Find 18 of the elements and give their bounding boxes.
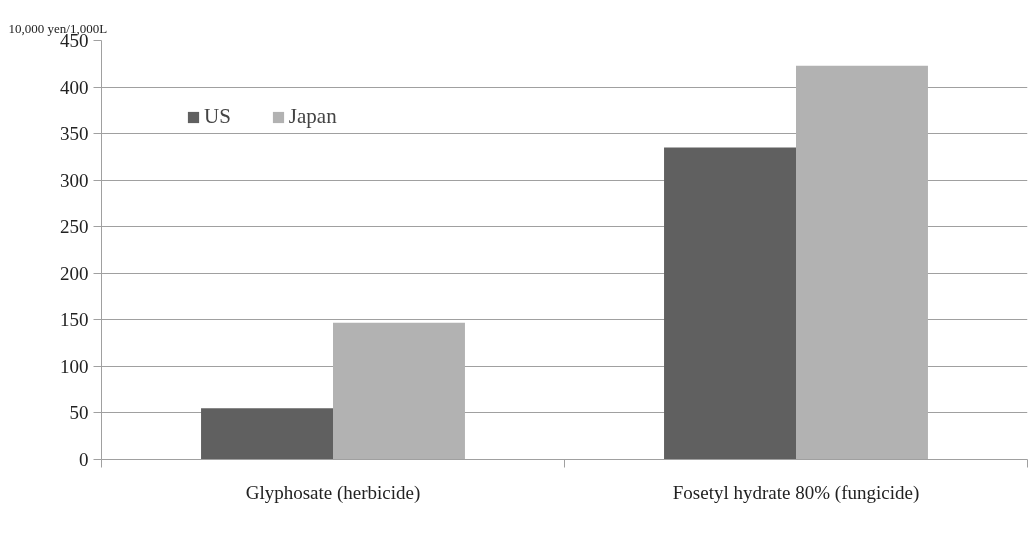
bar: [201, 408, 333, 460]
y-tick-label: 0: [79, 449, 89, 470]
y-tick-label: 200: [60, 262, 89, 284]
y-tick-label: 350: [60, 123, 89, 145]
y-tick-label: 400: [60, 76, 89, 98]
y-tick-label: 300: [60, 169, 89, 191]
bar: [796, 65, 928, 460]
y-axis-title: 10,000 yen/1,000L: [8, 20, 108, 36]
legend-label: Japan: [288, 104, 337, 129]
x-tick-label: Glyphosate (herbicide): [245, 481, 421, 504]
y-tick-label: 100: [60, 355, 89, 377]
x-tick-label: Fosetyl hydrate 80% (fungicide): [672, 481, 920, 504]
y-tick-label: 50: [69, 402, 89, 424]
bar: [333, 322, 465, 460]
y-tick-label: 250: [60, 216, 89, 238]
legend-label: US: [204, 104, 231, 129]
y-tick-label: 150: [60, 309, 89, 331]
bar: [664, 147, 796, 460]
